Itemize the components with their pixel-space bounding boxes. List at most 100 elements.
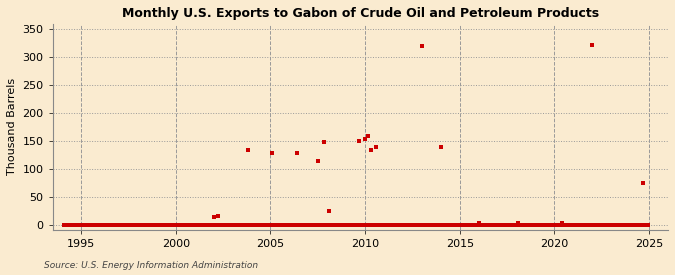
Point	[516, 223, 526, 227]
Point	[616, 223, 626, 227]
Point	[511, 223, 522, 227]
Point	[128, 223, 138, 227]
Point	[244, 223, 255, 227]
Point	[520, 223, 531, 227]
Point	[393, 223, 404, 227]
Point	[532, 223, 543, 227]
Point	[219, 223, 230, 227]
Point	[292, 150, 302, 155]
Point	[429, 223, 440, 227]
Point	[208, 215, 219, 219]
Point	[308, 223, 319, 227]
Point	[556, 223, 566, 227]
Point	[622, 223, 632, 227]
Point	[101, 223, 111, 227]
Point	[543, 223, 554, 227]
Point	[360, 136, 371, 141]
Point	[456, 223, 466, 227]
Point	[580, 223, 591, 227]
Point	[458, 223, 468, 227]
Point	[85, 223, 96, 227]
Point	[538, 223, 549, 227]
Point	[63, 223, 74, 227]
Point	[641, 223, 651, 227]
Point	[603, 223, 614, 227]
Point	[319, 140, 329, 145]
Point	[80, 223, 91, 227]
Point	[347, 223, 358, 227]
Point	[165, 223, 176, 227]
Point	[473, 220, 484, 225]
Point	[398, 223, 408, 227]
Point	[537, 223, 547, 227]
Point	[138, 223, 149, 227]
Point	[642, 223, 653, 227]
Point	[304, 223, 315, 227]
Point	[211, 223, 222, 227]
Point	[336, 223, 347, 227]
Point	[421, 223, 432, 227]
Point	[216, 223, 227, 227]
Point	[175, 223, 186, 227]
Point	[481, 223, 492, 227]
Point	[416, 44, 427, 48]
Point	[450, 223, 460, 227]
Point	[136, 223, 146, 227]
Point	[355, 223, 366, 227]
Point	[637, 181, 648, 186]
Point	[435, 145, 446, 149]
Point	[96, 223, 107, 227]
Point	[535, 223, 545, 227]
Point	[388, 223, 399, 227]
Point	[232, 223, 243, 227]
Point	[184, 223, 195, 227]
Point	[169, 223, 180, 227]
Point	[301, 223, 312, 227]
Point	[504, 223, 514, 227]
Point	[289, 223, 300, 227]
Point	[313, 159, 323, 163]
Point	[562, 223, 572, 227]
Point	[584, 223, 595, 227]
Point	[506, 223, 517, 227]
Point	[70, 223, 80, 227]
Point	[385, 223, 396, 227]
Point	[498, 223, 509, 227]
Point	[310, 223, 321, 227]
Point	[389, 223, 400, 227]
Point	[623, 223, 634, 227]
Point	[371, 145, 381, 149]
Point	[577, 223, 588, 227]
Point	[614, 223, 624, 227]
Point	[273, 223, 284, 227]
Point	[549, 223, 560, 227]
Point	[170, 223, 181, 227]
Point	[634, 223, 645, 227]
Point	[238, 223, 249, 227]
Point	[194, 223, 205, 227]
Point	[229, 223, 240, 227]
Point	[439, 223, 450, 227]
Point	[462, 223, 473, 227]
Point	[483, 223, 493, 227]
Point	[177, 223, 188, 227]
Point	[58, 223, 69, 227]
Point	[611, 223, 622, 227]
Point	[413, 223, 424, 227]
Point	[349, 223, 360, 227]
Point	[374, 223, 385, 227]
Title: Monthly U.S. Exports to Gabon of Crude Oil and Petroleum Products: Monthly U.S. Exports to Gabon of Crude O…	[122, 7, 599, 20]
Point	[369, 223, 380, 227]
Point	[560, 223, 571, 227]
Point	[99, 223, 110, 227]
Point	[155, 223, 165, 227]
Point	[406, 223, 416, 227]
Point	[146, 223, 157, 227]
Point	[557, 220, 568, 225]
Point	[544, 223, 555, 227]
Point	[182, 223, 192, 227]
Point	[366, 148, 377, 152]
Point	[625, 223, 636, 227]
Point	[377, 223, 388, 227]
Point	[235, 223, 246, 227]
